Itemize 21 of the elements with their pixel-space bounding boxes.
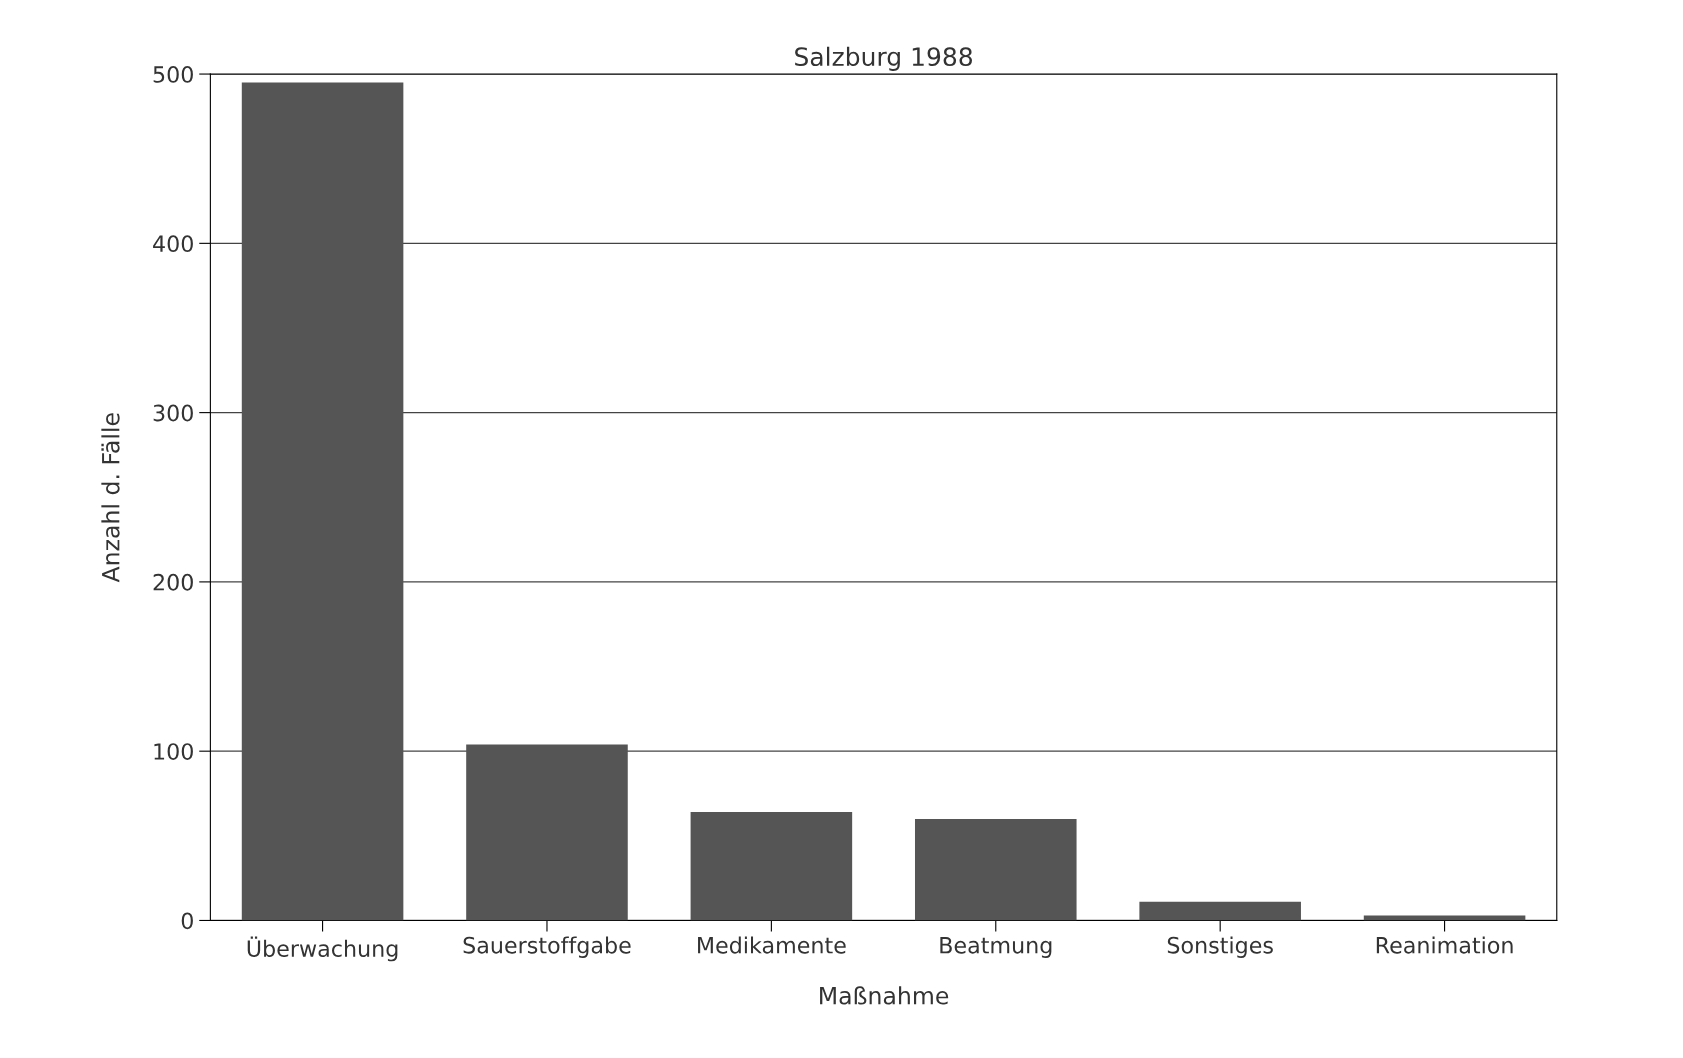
bar: [1139, 901, 1301, 921]
x-tick-label: Medikamente: [698, 936, 846, 954]
x-tick-label: Sonstiges: [1167, 936, 1273, 958]
bar: [690, 812, 853, 921]
x-tick-label: Beatmung: [940, 937, 1052, 958]
y-tick-label: 400: [153, 235, 193, 253]
bar: [1363, 915, 1526, 921]
x-tick-label: Reanimation: [1376, 936, 1513, 954]
bar: [914, 818, 1077, 921]
chart-title: Salzburg 1988: [795, 46, 972, 71]
y-tick-label: 100: [154, 743, 193, 760]
y-tick-label: 200: [153, 573, 193, 591]
x-axis-title: Maßnahme: [820, 986, 949, 1005]
y-axis-title: Anzahl d. Fälle: [101, 413, 120, 583]
y-tick-label: 0: [181, 912, 193, 930]
bar: [241, 82, 404, 921]
x-tick-label: Überwachung: [247, 936, 398, 962]
y-tick-label: 300: [153, 404, 193, 422]
y-tick-label: 500: [153, 66, 193, 83]
bar: [466, 744, 628, 921]
x-tick-label: Sauerstoffgabe: [463, 936, 631, 958]
